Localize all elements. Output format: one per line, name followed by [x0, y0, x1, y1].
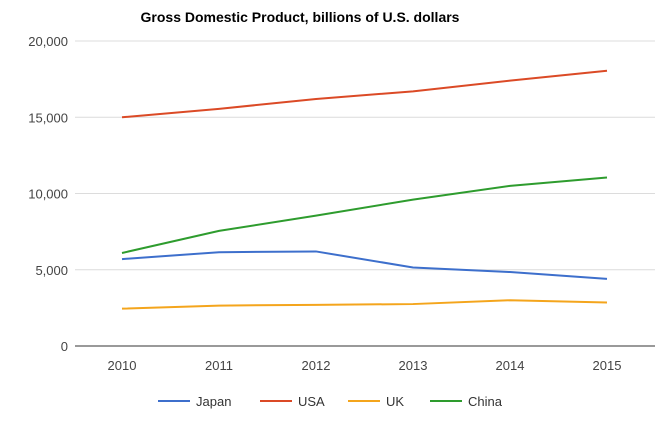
- x-tick-label: 2012: [302, 358, 331, 373]
- chart-title: Gross Domestic Product, billions of U.S.…: [141, 9, 460, 25]
- y-tick-label: 15,000: [28, 110, 68, 125]
- series-line-japan: [121, 250, 608, 280]
- x-tick-label: 2015: [593, 358, 622, 373]
- x-tick-label: 2013: [399, 358, 428, 373]
- x-tick-label: 2011: [205, 358, 233, 373]
- series-line-china: [121, 176, 608, 254]
- y-tick-label: 20,000: [28, 34, 68, 49]
- series-line-usa: [121, 69, 608, 119]
- y-tick-label: 0: [61, 339, 68, 354]
- series-line-uk: [121, 299, 608, 310]
- legend-label-china: China: [468, 394, 503, 409]
- x-tick-label: 2010: [108, 358, 137, 373]
- y-tick-label: 10,000: [28, 187, 68, 202]
- legend-label-uk: UK: [386, 394, 404, 409]
- legend-label-usa: USA: [298, 394, 325, 409]
- legend-label-japan: Japan: [196, 394, 231, 409]
- x-tick-label: 2014: [496, 358, 525, 373]
- y-tick-label: 5,000: [35, 263, 68, 278]
